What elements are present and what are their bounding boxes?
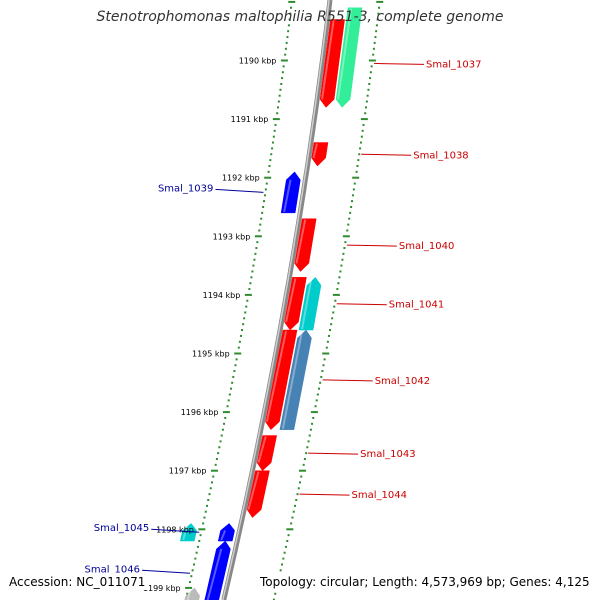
kbp-tick-label: 1194 kbp: [203, 291, 241, 300]
label-leader-line: [141, 569, 191, 574]
label-leader-line: [151, 528, 200, 533]
gene-arrow-smal_1045: [217, 523, 235, 542]
cds-track-gray: [184, 587, 201, 600]
accession-text: Accession: NC_011071: [7, 574, 148, 590]
kbp-tick-label: 1195 kbp: [192, 350, 230, 359]
cds-track-steelblue-shine: [281, 330, 304, 429]
kbp-tick-label: 1198 kbp: [156, 525, 194, 534]
gene-arrow-smal_1039-shine: [283, 179, 292, 213]
gene-label-smal_1044: Smal_1044: [352, 490, 407, 501]
gene-arrow-smal_1046: [204, 540, 231, 600]
gene-label-smal_1046: Smal_1046: [85, 564, 140, 575]
cds-track-cyan: [179, 523, 197, 542]
gene-label-smal_1038: Smal_1038: [413, 150, 468, 161]
topology-text: Topology: circular; Length: 4,573,969 bp…: [258, 574, 592, 590]
gene-arrow-smal_1038: [311, 142, 329, 167]
gene-arrow-smal_1042-shine: [265, 330, 288, 422]
gene-label-smal_1042: Smal_1042: [375, 376, 430, 387]
gene-arrow-smal_1041: [284, 277, 307, 331]
gene-label-smal_1041: Smal_1041: [389, 300, 444, 311]
gene-arrow-smal_1043-shine: [257, 436, 267, 463]
cds-track-green-shine: [337, 8, 353, 100]
gene-label-smal_1045: Smal_1045: [94, 523, 149, 534]
cds-track-steelblue: [279, 329, 312, 430]
kbp-tick-label: 1193 kbp: [213, 232, 251, 241]
gene-arrow-smal_1039: [280, 171, 301, 214]
kbp-tick-label: 1196 kbp: [181, 408, 219, 417]
cds-track-cyan-shine: [301, 278, 313, 330]
label-leader-line: [299, 493, 350, 496]
gene-labels: 1190 kbp 1191 kbp 1192 kbp 1193 kbp 1194 kbp…: [85, 57, 482, 593]
gene-features: [179, 7, 363, 600]
backbone: [221, 0, 333, 600]
label-leader-line: [308, 452, 359, 455]
kbp-tick-label: 1191 kbp: [231, 115, 269, 124]
label-leader-line: [361, 153, 412, 156]
gene-label-smal_1039: Smal_1039: [158, 183, 213, 194]
cds-track-green: [335, 7, 363, 108]
gene-label-smal_1043: Smal_1043: [360, 449, 415, 460]
label-leader-line: [322, 379, 373, 382]
gene-arrow-smal_1044-shine: [247, 471, 260, 510]
gene-arrow-smal_1043: [256, 435, 278, 472]
cds-track-cyan-shine: [182, 524, 189, 541]
gene-arrow-smal_1045-shine: [220, 530, 227, 541]
label-leader-line: [215, 188, 264, 193]
gene-arrow-smal_1040: [294, 218, 317, 272]
gene-arrow-smal_1040-shine: [295, 219, 307, 264]
gene-label-smal_1040: Smal_1040: [399, 241, 454, 252]
gene-arrow-smal_1037-shine: [321, 20, 335, 100]
gene-arrow-smal_1042: [265, 329, 298, 431]
kbp-tick-label: 1192 kbp: [222, 174, 260, 183]
backbone-highlight: [222, 0, 330, 600]
kbp-tick-label: 1197 kbp: [169, 467, 207, 476]
gene-arrow-smal_1038-shine: [312, 143, 318, 159]
map-title: Stenotrophomonas maltophilia R551-3, com…: [96, 9, 504, 25]
gene-arrow-smal_1041-shine: [285, 278, 297, 323]
kbp-tick-label: 1190 kbp: [239, 57, 277, 66]
gene-label-smal_1037: Smal_1037: [426, 59, 481, 70]
label-leader-line: [346, 244, 397, 247]
label-leader-line: [336, 303, 387, 306]
gene-arrow-smal_1046-shine: [206, 548, 223, 600]
gene-arrow-smal_1037: [319, 19, 345, 108]
genome-backbone: [221, 0, 333, 600]
kbp-tick-label: 1199 kbp: [143, 584, 181, 593]
gene-arrow-smal_1044: [246, 470, 270, 518]
label-leader-line: [373, 62, 425, 65]
